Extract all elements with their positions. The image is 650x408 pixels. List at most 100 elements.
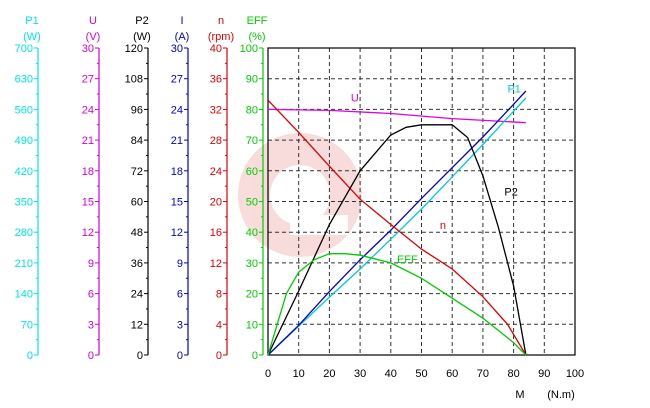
y-tick-label-p1: 490 xyxy=(15,135,33,147)
x-tick-label: 60 xyxy=(446,368,458,380)
y-tick-label-i: 21 xyxy=(171,135,183,147)
y-axis-name-n: n xyxy=(218,15,224,27)
y-tick-label-eff: 40 xyxy=(246,227,258,239)
y-axis-name-u: U xyxy=(89,15,97,27)
y-tick-label-p1: 280 xyxy=(15,227,33,239)
watermark-logo xyxy=(238,133,362,257)
series-line-p2 xyxy=(267,124,527,356)
y-tick-label-p1: 420 xyxy=(15,166,33,178)
y-tick-label-i: 27 xyxy=(171,74,183,86)
y-tick-label-eff: 60 xyxy=(246,166,258,178)
x-axis-label: M xyxy=(515,389,524,401)
y-tick-label-p1: 630 xyxy=(15,74,33,86)
y-tick-label-i: 3 xyxy=(177,319,183,331)
y-axes-group: P1(W)070140210280350420490560630700U(V)0… xyxy=(15,15,268,362)
y-tick-label-p1: 350 xyxy=(15,197,33,209)
y-tick-label-eff: 100 xyxy=(240,43,258,55)
series-line-p1 xyxy=(267,97,527,356)
y-tick-label-u: 24 xyxy=(82,104,94,116)
y-tick-label-i: 12 xyxy=(171,227,183,239)
plot-frame xyxy=(267,47,576,356)
y-tick-label-i: 6 xyxy=(177,289,183,301)
x-tick-label: 90 xyxy=(538,368,550,380)
y-axis-unit-n: (rpm) xyxy=(208,31,234,43)
x-tick-label: 70 xyxy=(477,368,489,380)
y-axis-unit-p1: (W) xyxy=(23,31,41,43)
y-tick-label-eff: 0 xyxy=(252,350,258,362)
x-tick-label: 40 xyxy=(385,368,397,380)
x-tick-label: 30 xyxy=(354,368,366,380)
y-tick-label-u: 9 xyxy=(88,258,94,270)
y-tick-label-eff: 20 xyxy=(246,289,258,301)
y-tick-label-n: 0 xyxy=(216,350,222,362)
y-tick-label-p1: 0 xyxy=(27,350,33,362)
series-line-u xyxy=(267,108,526,124)
y-tick-label-u: 0 xyxy=(88,350,94,362)
y-tick-label-n: 20 xyxy=(210,197,222,209)
y-tick-label-u: 27 xyxy=(82,74,94,86)
series-line-n xyxy=(267,99,527,356)
y-tick-label-i: 30 xyxy=(171,43,183,55)
y-tick-label-i: 18 xyxy=(171,166,183,178)
y-tick-label-u: 18 xyxy=(82,166,94,178)
y-tick-label-p2: 36 xyxy=(131,258,143,270)
y-axis-unit-i: (A) xyxy=(175,31,190,43)
y-tick-label-eff: 70 xyxy=(246,135,258,147)
y-tick-label-n: 8 xyxy=(216,289,222,301)
y-tick-label-i: 9 xyxy=(177,258,183,270)
y-tick-label-u: 30 xyxy=(82,43,94,55)
y-tick-label-n: 4 xyxy=(216,319,222,331)
y-axis-name-p1: P1 xyxy=(25,15,38,27)
y-tick-label-p1: 560 xyxy=(15,104,33,116)
y-tick-label-i: 0 xyxy=(177,350,183,362)
y-tick-label-n: 24 xyxy=(210,166,222,178)
y-tick-label-p1: 210 xyxy=(15,258,33,270)
series-label-p1: P1 xyxy=(507,84,520,96)
y-axis-unit-u: (V) xyxy=(86,31,101,43)
y-tick-label-p1: 140 xyxy=(15,289,33,301)
y-axis-unit-p2: (W) xyxy=(133,31,151,43)
y-tick-label-u: 6 xyxy=(88,289,94,301)
y-tick-label-p2: 72 xyxy=(131,166,143,178)
series-line-eff xyxy=(267,253,527,356)
y-axis-name-eff: EFF xyxy=(247,15,268,27)
annotations-group: U P2 n EFF P1 xyxy=(351,84,521,266)
y-axis-unit-eff: (%) xyxy=(248,31,265,43)
y-tick-label-n: 36 xyxy=(210,74,222,86)
x-tick-label: 10 xyxy=(293,368,305,380)
y-tick-label-u: 15 xyxy=(82,197,94,209)
x-tick-label: 100 xyxy=(566,368,584,380)
x-axis-group: 0 10 20 30 40 50 60 70 80 90 100 M (N.m) xyxy=(265,368,584,401)
y-axis-name-i: I xyxy=(180,15,183,27)
x-tick-label: 50 xyxy=(415,368,427,380)
y-tick-label-eff: 10 xyxy=(246,319,258,331)
y-tick-label-p2: 24 xyxy=(131,289,143,301)
y-tick-label-p2: 0 xyxy=(137,350,143,362)
y-tick-label-n: 16 xyxy=(210,227,222,239)
series-group xyxy=(267,90,527,356)
y-tick-label-u: 3 xyxy=(88,319,94,331)
series-line-i xyxy=(267,90,527,356)
y-tick-label-p2: 48 xyxy=(131,227,143,239)
y-tick-label-i: 15 xyxy=(171,197,183,209)
x-tick-label: 20 xyxy=(323,368,335,380)
series-label-p2: P2 xyxy=(504,186,517,198)
y-tick-label-p2: 12 xyxy=(131,319,143,331)
y-tick-label-eff: 30 xyxy=(246,258,258,270)
y-tick-label-i: 24 xyxy=(171,104,183,116)
series-label-eff: EFF xyxy=(397,254,418,266)
y-tick-label-p1: 700 xyxy=(15,43,33,55)
y-tick-label-p2: 96 xyxy=(131,104,143,116)
x-tick-label: 80 xyxy=(507,368,519,380)
y-tick-label-p2: 108 xyxy=(125,74,143,86)
x-axis-unit: (N.m) xyxy=(547,389,575,401)
y-axis-name-p2: P2 xyxy=(135,15,148,27)
y-tick-label-eff: 50 xyxy=(246,197,258,209)
y-tick-label-n: 40 xyxy=(210,43,222,55)
y-tick-label-p1: 70 xyxy=(21,319,33,331)
y-tick-label-eff: 80 xyxy=(246,104,258,116)
y-tick-label-n: 32 xyxy=(210,104,222,116)
series-label-n: n xyxy=(440,220,446,232)
y-tick-label-u: 12 xyxy=(82,227,94,239)
